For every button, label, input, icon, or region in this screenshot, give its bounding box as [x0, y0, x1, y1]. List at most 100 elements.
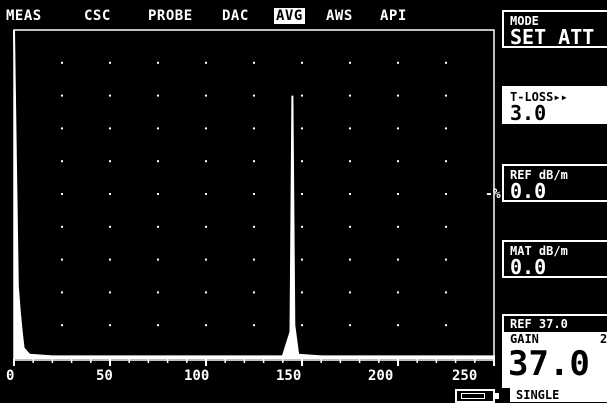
grid-dot — [157, 160, 159, 163]
menu-item-csc[interactable]: CSC — [84, 8, 111, 24]
grid-dot — [301, 127, 303, 130]
mode-panel[interactable]: MODE SET ATT — [502, 10, 607, 48]
grid-dot — [349, 225, 351, 228]
grid-dot — [157, 127, 159, 130]
grid-dot — [61, 127, 63, 130]
grid-dot — [397, 291, 399, 294]
grid-dot — [253, 258, 255, 261]
menu-item-probe[interactable]: PROBE — [148, 8, 193, 24]
gain-ref-label: REF 37.0 — [510, 317, 568, 331]
grid-dot — [397, 225, 399, 228]
grid-dot — [61, 225, 63, 228]
grid-dot — [109, 324, 111, 327]
x-tick-label: 0 — [6, 368, 15, 384]
grid-dot — [301, 160, 303, 163]
menu-item-meas[interactable]: MEAS — [6, 8, 42, 24]
x-tick-label: 100 — [184, 368, 210, 384]
tloss-panel[interactable]: T-LOSS▸▸ 3.0 — [502, 86, 607, 124]
gain-panel[interactable]: REF 37.0 GAIN 2 37.0 — [502, 314, 607, 388]
menu-item-avg[interactable]: AVG — [274, 8, 305, 24]
grid-dot — [445, 324, 447, 327]
grid-dot — [301, 258, 303, 261]
grid-dot — [61, 258, 63, 261]
grid-dot — [253, 193, 255, 195]
gain-step: 2 — [600, 332, 607, 346]
grid-dot — [301, 61, 303, 64]
percent-marker: -% — [485, 187, 501, 202]
gain-ref-header: REF 37.0 — [504, 316, 607, 332]
ref-panel[interactable]: REF dB/m 0.0 — [502, 164, 607, 202]
grid-dots — [61, 61, 447, 327]
grid-dot — [445, 225, 447, 228]
grid-dot — [349, 324, 351, 327]
grid-dot — [157, 193, 159, 195]
grid-dot — [445, 94, 447, 97]
grid-dot — [397, 61, 399, 64]
grid-dot — [61, 61, 63, 64]
grid-dot — [349, 258, 351, 261]
gain-body: GAIN 2 37.0 — [504, 332, 607, 386]
grid-dot — [205, 291, 207, 294]
gain-value: 37.0 — [508, 344, 590, 384]
grid-dot — [109, 160, 111, 163]
grid-dot — [349, 291, 351, 294]
grid-dot — [397, 193, 399, 195]
battery-icon — [455, 389, 499, 403]
x-tick-label: 50 — [96, 368, 113, 384]
grid-dot — [445, 258, 447, 261]
grid-dot — [157, 94, 159, 97]
grid-dot — [205, 225, 207, 228]
grid-dot — [349, 94, 351, 97]
grid-dot — [205, 193, 207, 195]
grid-dot — [157, 258, 159, 261]
grid-dot — [349, 160, 351, 163]
grid-dot — [205, 61, 207, 64]
grid-dot — [157, 324, 159, 327]
grid-dot — [349, 193, 351, 195]
menu-item-api[interactable]: API — [380, 8, 407, 24]
x-tick-label: 150 — [276, 368, 302, 384]
grid-dot — [397, 160, 399, 163]
grid-dot — [301, 225, 303, 228]
grid-dot — [253, 94, 255, 97]
grid-dot — [109, 61, 111, 64]
grid-dot — [205, 160, 207, 163]
menu-item-dac[interactable]: DAC — [222, 8, 249, 24]
grid-dot — [109, 193, 111, 195]
grid-dot — [397, 324, 399, 327]
ref-value: 0.0 — [510, 179, 547, 203]
menu-item-aws[interactable]: AWS — [326, 8, 353, 24]
grid-dot — [109, 94, 111, 97]
grid-dot — [205, 94, 207, 97]
x-tick-label: 250 — [452, 368, 478, 384]
grid-dot — [157, 291, 159, 294]
mode-status-single: SINGLE — [510, 388, 607, 402]
x-axis-ticks — [13, 358, 495, 366]
mode-label: MODE — [510, 14, 539, 28]
grid-dot — [157, 225, 159, 228]
mat-value: 0.0 — [510, 255, 547, 279]
grid-dot — [157, 61, 159, 64]
grid-dot — [61, 94, 63, 97]
grid-dot — [205, 324, 207, 327]
grid-dot — [205, 258, 207, 261]
grid-dot — [253, 324, 255, 327]
mat-label: MAT dB/m — [510, 244, 568, 258]
grid-dot — [445, 160, 447, 163]
tloss-label: T-LOSS▸▸ — [510, 90, 568, 104]
grid-dot — [349, 61, 351, 64]
echo-trace — [13, 29, 495, 359]
grid-dot — [253, 225, 255, 228]
grid-dot — [205, 127, 207, 130]
grid-dot — [397, 258, 399, 261]
grid-dot — [253, 291, 255, 294]
grid-dot — [301, 324, 303, 327]
grid-dot — [61, 193, 63, 195]
grid-dot — [253, 61, 255, 64]
grid-dot — [349, 127, 351, 130]
grid-dot — [253, 127, 255, 130]
grid-dot — [61, 324, 63, 327]
tloss-value: 3.0 — [510, 101, 547, 125]
mat-panel[interactable]: MAT dB/m 0.0 — [502, 240, 607, 278]
